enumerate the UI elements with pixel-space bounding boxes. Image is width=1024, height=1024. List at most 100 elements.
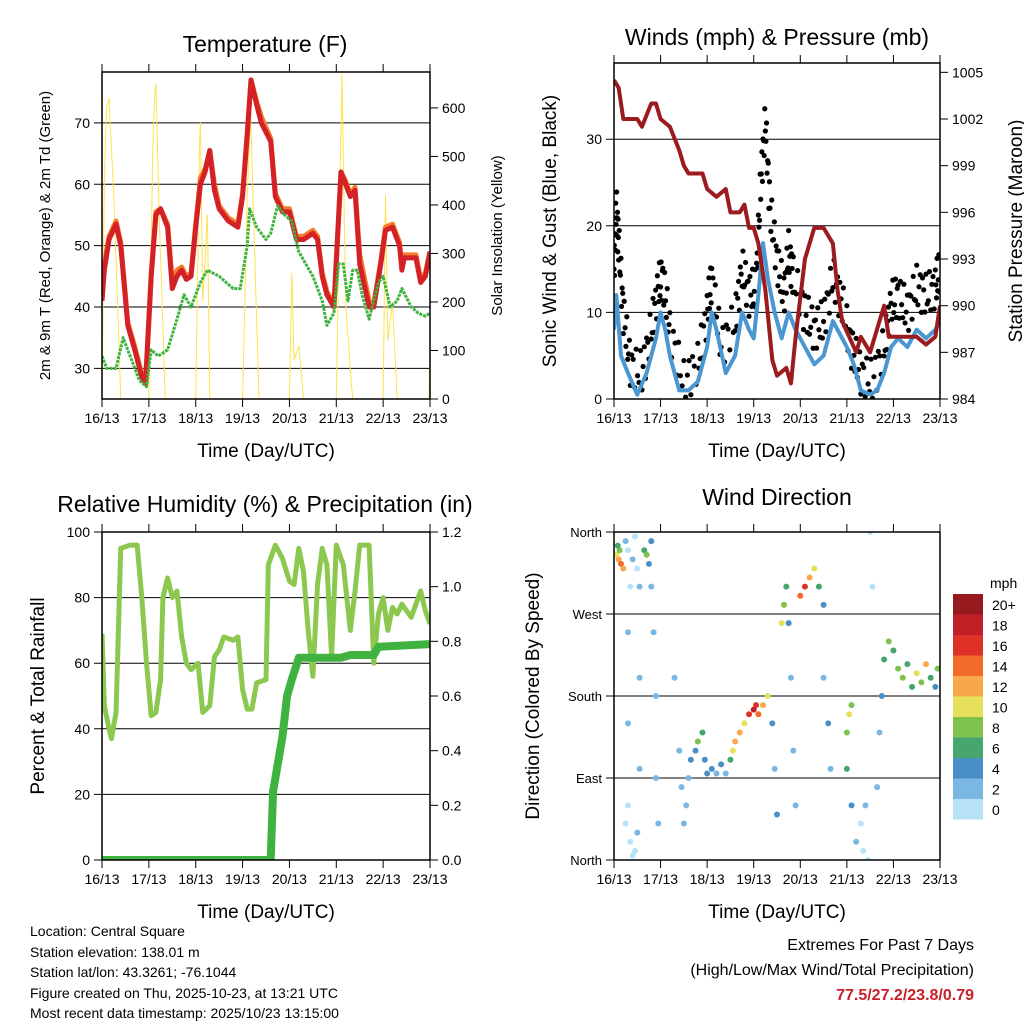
gust-point bbox=[688, 392, 694, 398]
gust-point bbox=[820, 318, 827, 325]
gust-point bbox=[684, 372, 690, 378]
direction-point bbox=[923, 661, 930, 668]
y-tick-label: 40 bbox=[74, 299, 90, 315]
gust-point bbox=[819, 335, 826, 341]
gust-point bbox=[647, 311, 653, 317]
direction-point bbox=[631, 533, 638, 540]
series-relative-humidity bbox=[102, 542, 430, 742]
y2-tick-label: 500 bbox=[442, 148, 466, 164]
gust-point bbox=[615, 249, 621, 255]
x-tick-label: 17/13 bbox=[131, 410, 166, 426]
y-tick-label: North bbox=[570, 853, 602, 868]
y2-tick-label: 0.4 bbox=[442, 743, 462, 759]
direction-point bbox=[727, 756, 734, 763]
gust-point bbox=[822, 296, 828, 302]
y2-tick-label: 0.0 bbox=[442, 852, 462, 868]
location-text: Location: Central Square bbox=[30, 923, 185, 939]
direction-point bbox=[699, 729, 706, 736]
x-tick-label: 23/13 bbox=[412, 871, 447, 887]
chart-title: Relative Humidity (%) & Precipitation (i… bbox=[57, 491, 472, 517]
created-text: Figure created on Thu, 2025-10-23, at 13… bbox=[30, 984, 338, 1001]
direction-point bbox=[627, 583, 634, 590]
gust-point bbox=[892, 276, 899, 282]
direction-point bbox=[615, 556, 622, 563]
x-tick-label: 20/13 bbox=[783, 410, 818, 426]
gust-point bbox=[683, 394, 689, 399]
gust-point bbox=[758, 196, 764, 202]
y-tick-label: East bbox=[576, 771, 602, 786]
direction-point bbox=[934, 665, 940, 672]
direction-point bbox=[876, 729, 883, 736]
direction-point bbox=[636, 765, 643, 772]
x-tick-label: 22/13 bbox=[366, 871, 401, 887]
gust-point bbox=[751, 288, 757, 294]
legend-label: 10 bbox=[992, 700, 1008, 716]
direction-point bbox=[694, 738, 701, 745]
gust-point bbox=[710, 275, 716, 281]
gust-point bbox=[630, 356, 636, 362]
y-tick-label: 30 bbox=[586, 131, 602, 147]
direction-point bbox=[708, 765, 715, 772]
gust-point bbox=[912, 298, 919, 304]
direction-point bbox=[881, 656, 888, 663]
legend-label: 18 bbox=[992, 618, 1008, 634]
gust-point bbox=[773, 243, 779, 249]
x-tick-label: 18/13 bbox=[178, 871, 213, 887]
gust-point bbox=[624, 314, 630, 320]
gust-point bbox=[695, 340, 701, 346]
legend-swatch bbox=[953, 758, 983, 779]
x-axis-label: Time (Day/UTC) bbox=[197, 902, 335, 923]
legend-swatch bbox=[953, 614, 983, 635]
gust-point bbox=[761, 152, 767, 159]
gust-point bbox=[691, 363, 697, 369]
gust-point bbox=[662, 298, 669, 304]
gust-point bbox=[789, 265, 795, 272]
direction-point bbox=[843, 765, 850, 772]
extremes-subtitle: (High/Low/Max Wind/Total Precipitation) bbox=[690, 962, 974, 979]
y-axis-label: 2m & 9m T (Red, Orange) & 2m Td (Green) bbox=[37, 91, 54, 380]
gust-point bbox=[634, 373, 641, 379]
gust-point bbox=[903, 309, 909, 315]
y2-tick-label: 0.8 bbox=[442, 633, 462, 649]
y-tick-label: 80 bbox=[74, 590, 90, 606]
x-tick-label: 19/13 bbox=[736, 871, 771, 887]
gust-point bbox=[677, 373, 683, 379]
gust-point bbox=[932, 267, 938, 273]
gust-point bbox=[667, 310, 673, 316]
gust-point bbox=[830, 284, 836, 291]
gust-point bbox=[767, 205, 773, 211]
legend-label: 20+ bbox=[992, 597, 1016, 613]
gust-point bbox=[755, 212, 761, 218]
direction-point bbox=[862, 802, 869, 809]
direction-point bbox=[678, 784, 685, 791]
direction-point bbox=[746, 711, 753, 718]
direction-point bbox=[645, 560, 652, 567]
plot-frame bbox=[613, 531, 941, 861]
gust-point bbox=[759, 178, 766, 184]
gust-point bbox=[776, 248, 782, 254]
direction-point bbox=[825, 720, 832, 727]
gust-point bbox=[727, 347, 733, 353]
gust-point bbox=[815, 305, 821, 311]
gust-point bbox=[650, 295, 656, 302]
gust-point bbox=[644, 335, 650, 341]
legend-swatch bbox=[953, 594, 983, 615]
gust-point bbox=[929, 281, 935, 287]
gust-point bbox=[614, 272, 618, 279]
gust-point bbox=[740, 248, 746, 254]
gust-point bbox=[743, 302, 750, 308]
direction-point bbox=[624, 802, 631, 809]
gust-point bbox=[759, 149, 765, 155]
direction-point bbox=[771, 765, 778, 772]
x-tick-label: 16/13 bbox=[596, 410, 631, 426]
direction-point bbox=[648, 583, 655, 590]
gust-point bbox=[750, 301, 757, 307]
direction-point bbox=[671, 674, 678, 681]
direction-point bbox=[932, 683, 939, 690]
direction-point bbox=[616, 547, 623, 554]
direction-point bbox=[627, 838, 634, 845]
direction-point bbox=[787, 674, 794, 681]
direction-point bbox=[641, 547, 648, 554]
direction-point bbox=[750, 706, 757, 713]
y-tick-label: 40 bbox=[74, 721, 90, 737]
